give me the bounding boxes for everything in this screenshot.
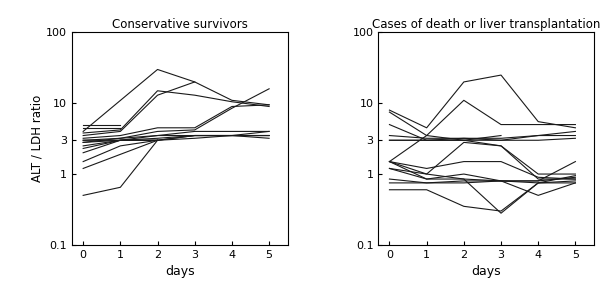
X-axis label: days: days: [165, 265, 194, 278]
Title: Conservative survivors: Conservative survivors: [112, 18, 248, 31]
Title: Cases of death or liver transplantation: Cases of death or liver transplantation: [372, 18, 600, 31]
Y-axis label: ALT / LDH ratio: ALT / LDH ratio: [31, 95, 43, 182]
X-axis label: days: days: [472, 265, 501, 278]
